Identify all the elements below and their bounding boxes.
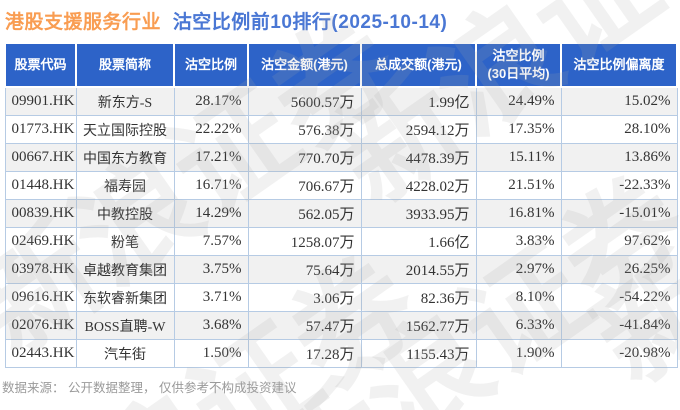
cell-deviation: -22.33% (560, 171, 678, 200)
cell-turnover: 4228.02万 (360, 171, 477, 200)
cell-short-amount: 5600.57万 (247, 86, 362, 116)
cell-deviation: -54.22% (560, 283, 678, 312)
cell-short-ratio: 7.57% (173, 227, 249, 256)
cell-short-amount: 3.06万 (247, 283, 362, 312)
table-row: 01448.HK 福寿园 16.71% 706.67万 4228.02万 21.51% -2… (4, 171, 678, 200)
cell-avg30-ratio: 8.10% (475, 283, 562, 312)
cell-deviation: 13.86% (560, 143, 678, 172)
cell-short-amount: 1258.07万 (247, 227, 362, 256)
cell-code: 01448.HK (4, 171, 77, 200)
cell-code: 00839.HK (4, 199, 77, 228)
cell-avg30-ratio: 2.97% (475, 255, 562, 284)
table-row: 00839.HK 中教控股 14.29% 562.05万 3933.95万 16.81% -… (4, 199, 678, 228)
cell-deviation: -15.01% (560, 199, 678, 228)
cell-short-ratio: 28.17% (173, 86, 249, 116)
cell-avg30-ratio: 24.49% (475, 86, 562, 116)
column-header-short-ratio: 沽空比例 (173, 42, 249, 88)
cell-avg30-ratio: 17.35% (475, 115, 562, 144)
cell-deviation: 26.25% (560, 255, 678, 284)
page-title: 港股支援服务行业 沽空比例前10排行(2025-10-14) (0, 0, 680, 34)
cell-deviation: -20.98% (560, 339, 678, 368)
cell-name: 福寿园 (75, 171, 175, 200)
cell-turnover: 2014.55万 (360, 255, 477, 284)
cell-name: 天立国际控股 (75, 115, 175, 144)
cell-short-amount: 17.28万 (247, 339, 362, 368)
cell-turnover: 1.66亿 (360, 227, 477, 256)
short-selling-rank-table: 股票代码 股票简称 沽空比例 沽空金额(港元) 总成交额(港元) 沽空比例 (30日平均)… (4, 42, 678, 368)
cell-turnover: 1155.43万 (360, 339, 477, 368)
cell-name: 汽车街 (75, 339, 175, 368)
cell-turnover: 3933.95万 (360, 199, 477, 228)
cell-code: 02443.HK (4, 339, 77, 368)
table-row: 02076.HK BOSS直聘-W 3.68% 57.47万 1562.77万 6.33%… (4, 311, 678, 340)
cell-avg30-ratio: 1.90% (475, 339, 562, 368)
cell-name: 东软睿新集团 (75, 283, 175, 312)
cell-code: 00667.HK (4, 143, 77, 172)
cell-name: 中国东方教育 (75, 143, 175, 172)
cell-name: 新东方-S (75, 86, 175, 116)
cell-short-ratio: 1.50% (173, 339, 249, 368)
table-row: 02443.HK 汽车街 1.50% 17.28万 1155.43万 1.90% -20.9… (4, 339, 678, 368)
cell-turnover: 2594.12万 (360, 115, 477, 144)
cell-avg30-ratio: 6.33% (475, 311, 562, 340)
cell-short-amount: 770.70万 (247, 143, 362, 172)
cell-turnover: 1562.77万 (360, 311, 477, 340)
cell-avg30-ratio: 3.83% (475, 227, 562, 256)
cell-code: 09616.HK (4, 283, 77, 312)
cell-short-ratio: 14.29% (173, 199, 249, 228)
cell-avg30-ratio: 16.81% (475, 199, 562, 228)
cell-short-ratio: 3.71% (173, 283, 249, 312)
cell-short-amount: 562.05万 (247, 199, 362, 228)
column-header-short-amount: 沽空金额(港元) (247, 42, 362, 88)
cell-name: 粉笔 (75, 227, 175, 256)
column-header-deviation: 沽空比例偏离度 (560, 42, 678, 88)
cell-avg30-ratio: 21.51% (475, 171, 562, 200)
cell-short-amount: 57.47万 (247, 311, 362, 340)
cell-short-amount: 576.38万 (247, 115, 362, 144)
title-industry-segment: 港股支援服务行业 (5, 12, 162, 33)
cell-deviation: 15.02% (560, 86, 678, 116)
table-row: 02469.HK 粉笔 7.57% 1258.07万 1.66亿 3.83% 97.62% (4, 227, 678, 256)
cell-name: 卓越教育集团 (75, 255, 175, 284)
cell-turnover: 1.99亿 (360, 86, 477, 116)
cell-turnover: 4478.39万 (360, 143, 477, 172)
cell-name: 中教控股 (75, 199, 175, 228)
cell-short-amount: 75.64万 (247, 255, 362, 284)
column-header-name: 股票简称 (75, 42, 175, 88)
cell-short-ratio: 16.71% (173, 171, 249, 200)
table-row: 09616.HK 东软睿新集团 3.71% 3.06万 82.36万 8.10% -54.2… (4, 283, 678, 312)
cell-short-ratio: 17.21% (173, 143, 249, 172)
cell-code: 01773.HK (4, 115, 77, 144)
cell-short-amount: 706.67万 (247, 171, 362, 200)
cell-deviation: 97.62% (560, 227, 678, 256)
cell-deviation: 28.10% (560, 115, 678, 144)
cell-code: 09901.HK (4, 86, 77, 116)
cell-code: 02076.HK (4, 311, 77, 340)
title-main-segment: 沽空比例前10排行(2025-10-14) (172, 12, 448, 33)
cell-code: 03978.HK (4, 255, 77, 284)
cell-short-ratio: 3.68% (173, 311, 249, 340)
column-header-turnover: 总成交额(港元) (360, 42, 477, 88)
table-row: 03978.HK 卓越教育集团 3.75% 75.64万 2014.55万 2.97% 26… (4, 255, 678, 284)
column-header-code: 股票代码 (4, 42, 77, 88)
table-row: 00667.HK 中国东方教育 17.21% 770.70万 4478.39万 15.11… (4, 143, 678, 172)
cell-name: BOSS直聘-W (75, 311, 175, 340)
table-row: 01773.HK 天立国际控股 22.22% 576.38万 2594.12万 17.35… (4, 115, 678, 144)
cell-turnover: 82.36万 (360, 283, 477, 312)
cell-deviation: -41.84% (560, 311, 678, 340)
cell-avg30-ratio: 15.11% (475, 143, 562, 172)
cell-code: 02469.HK (4, 227, 77, 256)
table-row: 09901.HK 新东方-S 28.17% 5600.57万 1.99亿 24.49% 15… (4, 86, 678, 116)
column-header-avg30-ratio: 沽空比例 (30日平均) (475, 42, 562, 88)
data-source-note: 数据来源： 公开数据整理， 仅供参考不构成投资建议 (2, 381, 297, 395)
table-body: 09901.HK 新东方-S 28.17% 5600.57万 1.99亿 24.49% 15… (4, 86, 678, 368)
cell-short-ratio: 3.75% (173, 255, 249, 284)
cell-short-ratio: 22.22% (173, 115, 249, 144)
table-header-row: 股票代码 股票简称 沽空比例 沽空金额(港元) 总成交额(港元) 沽空比例 (30日平均)… (4, 42, 678, 88)
